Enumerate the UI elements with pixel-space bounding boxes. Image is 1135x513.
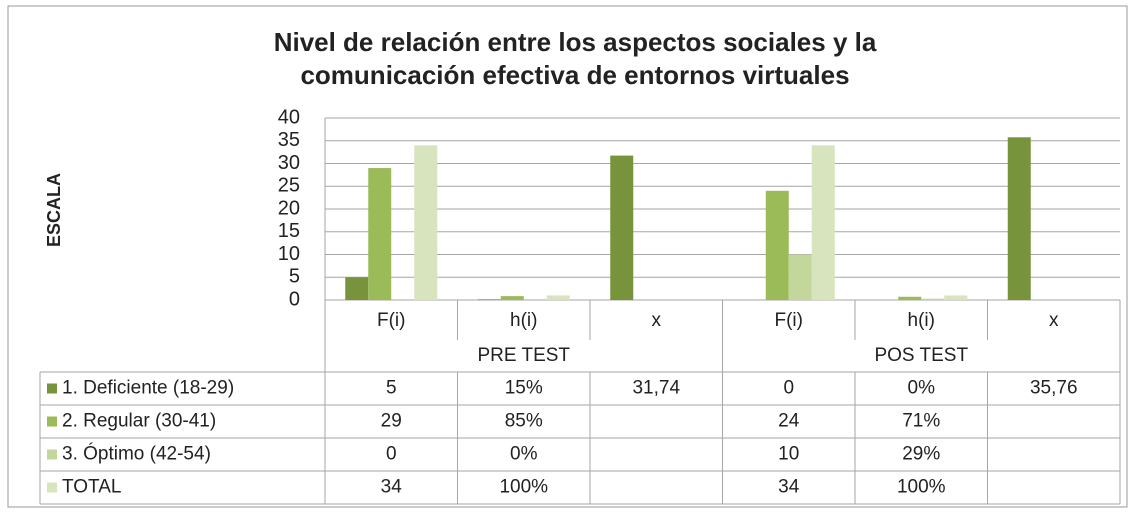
legend-label: 1. Deficiente (18-29) <box>62 378 234 399</box>
y-tick-label: 40 <box>278 106 300 128</box>
x-tick-label: x <box>652 310 662 331</box>
table-cell: 0% <box>510 444 538 465</box>
table-cell: 29% <box>902 444 940 465</box>
group-label: POS TEST <box>874 345 968 366</box>
table-cell: 0 <box>783 378 794 399</box>
y-tick-label: 15 <box>278 220 300 242</box>
table-cell: 100% <box>499 477 548 498</box>
x-tick-label: h(i) <box>908 310 935 331</box>
legend-swatch <box>47 416 57 427</box>
x-tick-label: F(i) <box>377 310 405 331</box>
bar <box>765 190 789 300</box>
bar <box>811 145 835 300</box>
table-cell: 34 <box>381 477 403 498</box>
legend-swatch <box>47 449 57 460</box>
y-axis-label: ESCALA <box>44 173 64 247</box>
table-cell: 71% <box>902 411 940 432</box>
legend-label: 2. Regular (30-41) <box>62 411 216 432</box>
bar <box>1007 137 1031 300</box>
bar <box>345 277 369 300</box>
table-cell: 10 <box>778 444 799 465</box>
y-tick-label: 5 <box>289 266 300 288</box>
y-tick-label: 25 <box>278 175 300 197</box>
chart-title: Nivel de relación entre los aspectos soc… <box>273 27 877 90</box>
bar <box>477 299 501 300</box>
table-cell: 0% <box>908 378 936 399</box>
table-cell: 0 <box>386 444 397 465</box>
legend-label: 3. Óptimo (42-54) <box>62 443 211 465</box>
x-tick-label: F(i) <box>775 310 803 331</box>
bar <box>944 295 968 300</box>
table-cell: 5 <box>386 378 397 399</box>
bar <box>414 145 438 300</box>
group-label: PRE TEST <box>477 345 570 366</box>
legend-swatch <box>47 383 57 394</box>
y-tick-label: 20 <box>278 197 300 219</box>
x-tick-label: h(i) <box>510 310 537 331</box>
frame <box>7 5 1128 508</box>
y-tick-label: 0 <box>289 288 300 310</box>
bar <box>898 296 922 300</box>
table-cell: 35,76 <box>1030 378 1078 399</box>
table-cell: 15% <box>505 378 543 399</box>
y-tick-label: 30 <box>278 152 300 174</box>
table-cell: 100% <box>897 477 946 498</box>
bar <box>788 254 812 300</box>
bar <box>546 295 570 300</box>
bar <box>368 168 392 300</box>
x-tick-label: x <box>1049 310 1059 331</box>
legend-label: TOTAL <box>62 477 121 498</box>
bar <box>610 155 634 300</box>
table-cell: 34 <box>778 477 800 498</box>
y-tick-label: 10 <box>278 243 300 265</box>
bar <box>921 298 945 300</box>
bar <box>500 296 524 300</box>
table-cell: 29 <box>381 411 402 432</box>
table-cell: 85% <box>505 411 543 432</box>
table-cell: 31,74 <box>632 378 680 399</box>
table-cell: 24 <box>778 411 800 432</box>
y-tick-label: 35 <box>278 129 300 151</box>
legend-swatch <box>47 482 57 493</box>
